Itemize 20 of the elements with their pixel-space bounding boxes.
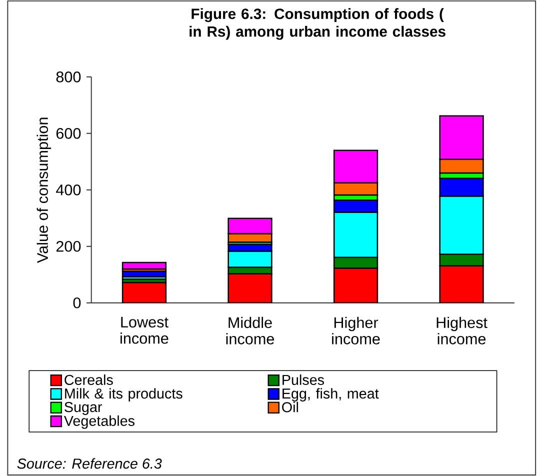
y-tick-label: 600 bbox=[56, 128, 81, 139]
x-tick-label: Highest income bbox=[436, 316, 488, 344]
legend-label: Oil bbox=[282, 402, 298, 412]
legend-label: Cereals bbox=[64, 374, 113, 385]
y-tick-label: 200 bbox=[56, 240, 81, 252]
x-tick-label: Higher income bbox=[332, 316, 380, 344]
legend-label: Pulses bbox=[282, 374, 324, 385]
y-tick-label: 0 bbox=[73, 297, 81, 308]
y-tick-label: 400 bbox=[56, 184, 81, 196]
legend-label: Sugar bbox=[64, 402, 102, 415]
legend-label: Vegetables bbox=[64, 415, 134, 429]
y-axis-title: Value of consumption bbox=[36, 118, 52, 263]
chart-title: Figure 6.3: Consumption of foods ( in Rs) among urban income classes bbox=[190, 8, 446, 40]
source-note: Source: Reference 6.3 bbox=[17, 458, 162, 469]
x-tick-label: Middle income bbox=[226, 316, 274, 344]
x-tick-label: Lowest income bbox=[120, 316, 168, 344]
legend-label: Egg, fish, meat bbox=[282, 388, 379, 402]
bar bbox=[122, 262, 167, 270]
y-tick-label: 800 bbox=[56, 72, 81, 82]
legend-label: Milk & its products bbox=[65, 388, 182, 402]
